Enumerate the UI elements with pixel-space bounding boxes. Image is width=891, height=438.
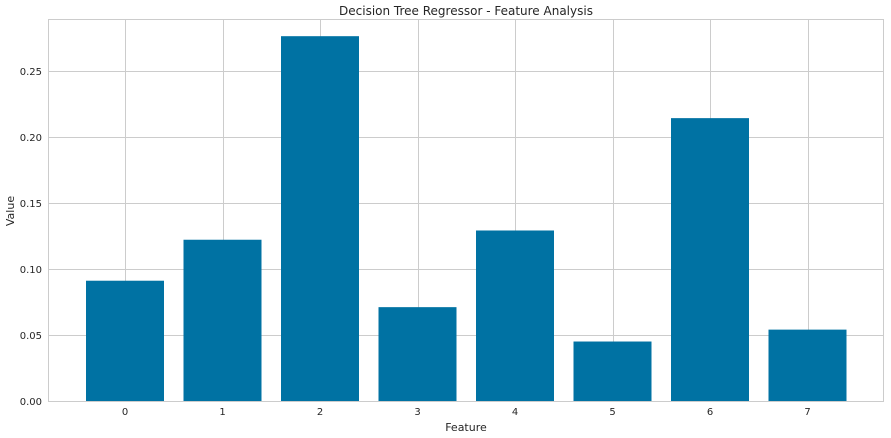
bar-feature-6 [671, 118, 749, 401]
y-axis-label: Value [4, 196, 17, 226]
y-tick-label: 0.00 [20, 397, 42, 408]
bar-feature-3 [378, 307, 457, 401]
x-axis-label: Feature [445, 421, 487, 434]
x-tick-label: 3 [414, 407, 420, 418]
y-tick-label: 0.20 [20, 133, 42, 144]
x-tick-label: 5 [609, 407, 615, 418]
plot-frame [48, 19, 884, 402]
x-tick-label: 2 [317, 407, 323, 418]
y-tick-label: 0.10 [20, 265, 42, 276]
y-tick-label: 0.05 [20, 331, 42, 342]
grid-lines [48, 19, 883, 402]
x-tick-label: 6 [707, 407, 713, 418]
y-tick-label: 0.25 [20, 67, 42, 78]
x-tick-label: 1 [219, 407, 225, 418]
bar-feature-1 [183, 239, 262, 401]
bars [86, 36, 847, 402]
x-tick-label: 0 [122, 407, 128, 418]
bar-feature-7 [768, 329, 847, 401]
x-tick-label: 7 [804, 407, 810, 418]
bar-feature-2 [281, 36, 359, 402]
x-tick-label: 4 [512, 407, 518, 418]
bar-feature-4 [476, 230, 554, 401]
bar-feature-0 [86, 280, 164, 401]
x-tick-labels: 0 1 2 3 4 5 6 7 [122, 407, 811, 418]
bar-feature-5 [573, 341, 652, 401]
y-tick-labels: 0.00 0.05 0.10 0.15 0.20 0.25 [20, 67, 42, 408]
chart-title: Decision Tree Regressor - Feature Analys… [339, 4, 593, 18]
y-tick-label: 0.15 [20, 199, 42, 210]
